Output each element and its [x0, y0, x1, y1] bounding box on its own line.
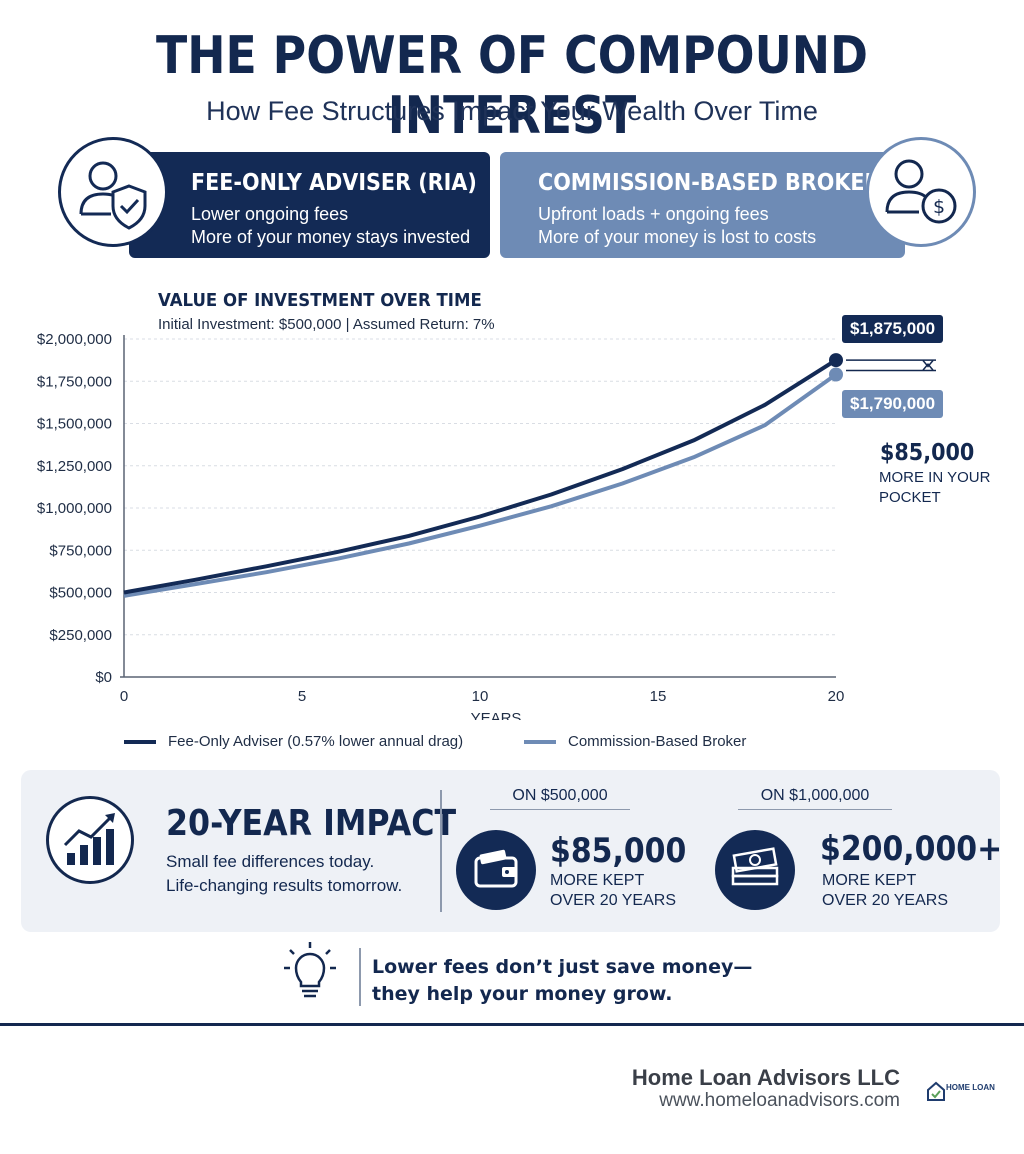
scenario-1m-value: $200,000+	[820, 829, 1003, 869]
commission-card-line2: More of your money is lost to costs	[538, 227, 817, 247]
difference-value: $85,000	[880, 440, 975, 466]
impact-line1: Small fee differences today.	[166, 852, 375, 871]
legend-swatch-commission	[524, 740, 556, 744]
series-line-fee-only	[123, 358, 838, 595]
x-tick-labels: 0 5 10 15 20	[120, 688, 845, 705]
impact-divider	[440, 790, 442, 912]
chart-parameters: Initial Investment: $500,000 | Assumed R…	[158, 316, 495, 333]
difference-line1: MORE IN YOUR	[879, 469, 991, 486]
wallet-icon	[456, 830, 536, 910]
company-url: www.homeloanadvisors.com	[659, 1090, 900, 1111]
y-tick-label: $1,000,000	[37, 500, 112, 517]
callout-arrow-up	[922, 362, 934, 371]
company-name: Home Loan Advisors LLC	[631, 1065, 900, 1090]
commission-end-value-tag: $1,790,000	[842, 390, 944, 418]
y-tick-labels: $0 $250,000 $500,000 $750,000 $1,000,000 $1,2…	[37, 331, 112, 686]
x-tick-label: 0	[120, 688, 128, 705]
fee-only-card-line1: Lower ongoing fees	[191, 204, 349, 224]
fee-only-card-line2: More of your money stays invested	[191, 227, 471, 247]
difference-callout	[846, 359, 936, 372]
commission-card-line1: Upfront loads + ongoing fees	[538, 204, 769, 224]
y-tick-label: $2,000,000	[37, 331, 112, 348]
company-logo: HOME LOAN	[926, 1080, 1002, 1106]
scenario-500k-line1: MORE KEPT	[550, 872, 645, 889]
lightbulb-icon	[282, 940, 338, 1004]
person-dollar-coin-icon: $	[866, 137, 976, 247]
commission-card-title: COMMISSION-BASED BROKER	[538, 170, 881, 196]
scenario-1m-line1: MORE KEPT	[822, 872, 917, 889]
legend-label-fee-only: Fee-Only Adviser (0.57% lower annual dra…	[168, 733, 464, 750]
investment-line-chart: $0 $250,000 $500,000 $750,000 $1,000,000 $1,2…	[37, 331, 936, 720]
fee-only-end-value-tag: $1,875,000	[842, 315, 944, 343]
series-lines	[123, 353, 843, 598]
x-axis-label: YEARS	[471, 710, 522, 720]
y-tick-label: $0	[95, 669, 112, 686]
y-tick-label: $750,000	[49, 542, 112, 559]
grid-lines	[124, 338, 836, 636]
page-subtitle: How Fee Structures Impact Your Wealth Ov…	[206, 96, 818, 126]
impact-title: 20-YEAR IMPACT	[166, 803, 457, 844]
person-shield-check-icon	[58, 137, 168, 247]
scenario-500k-value: $85,000	[550, 831, 687, 871]
y-tick-label: $500,000	[49, 585, 112, 602]
footer-rule	[0, 1023, 1024, 1026]
y-tick-label: $250,000	[49, 627, 112, 644]
house-icon	[927, 1081, 945, 1101]
x-tick-label: 15	[650, 688, 667, 705]
chart-title: VALUE OF INVESTMENT OVER TIME	[158, 290, 482, 311]
logo-text: HOME LOAN	[946, 1083, 995, 1092]
x-tick-label: 5	[298, 688, 306, 705]
series-line-commission	[123, 372, 838, 598]
scenario-1m-label: ON $1,000,000	[760, 787, 870, 804]
x-tick-label: 20	[828, 688, 845, 705]
money-stack-icon	[715, 830, 795, 910]
y-tick-label: $1,250,000	[37, 458, 112, 475]
difference-line2: POCKET	[879, 489, 941, 506]
tip-line2: they help your money grow.	[372, 983, 673, 1005]
scenario-500k-line2: OVER 20 YEARS	[550, 892, 676, 909]
scenario-500k-rule	[490, 809, 630, 810]
legend-label-commission: Commission-Based Broker	[568, 733, 747, 750]
scenario-1m-rule	[738, 809, 892, 810]
commission-card: COMMISSION-BASED BROKER Upfront loads + …	[500, 152, 905, 258]
x-tick-label: 10	[472, 688, 489, 705]
scenario-500k-label: ON $500,000	[512, 787, 608, 804]
tip-line1: Lower fees don’t just save money—	[372, 956, 753, 978]
tip-divider	[359, 948, 361, 1006]
y-tick-label: $1,500,000	[37, 416, 112, 433]
fee-only-card: FEE-ONLY ADVISER (RIA) Lower ongoing fee…	[129, 152, 490, 258]
impact-line2: Life-changing results tomorrow.	[166, 876, 403, 895]
svg-text:$: $	[933, 196, 945, 218]
callout-arrow-down	[922, 360, 934, 368]
fee-only-card-title: FEE-ONLY ADVISER (RIA)	[191, 170, 477, 196]
end-point-fee-only	[829, 353, 843, 368]
page-title: THE POWER OF COMPOUND INTEREST	[155, 26, 869, 146]
rising-bar-chart-icon	[46, 796, 134, 884]
chart-axes	[120, 335, 836, 678]
scenario-1m-line2: OVER 20 YEARS	[822, 892, 948, 909]
end-point-commission	[829, 367, 843, 382]
legend-swatch-fee-only	[124, 740, 156, 744]
y-tick-label: $1,750,000	[37, 373, 112, 390]
